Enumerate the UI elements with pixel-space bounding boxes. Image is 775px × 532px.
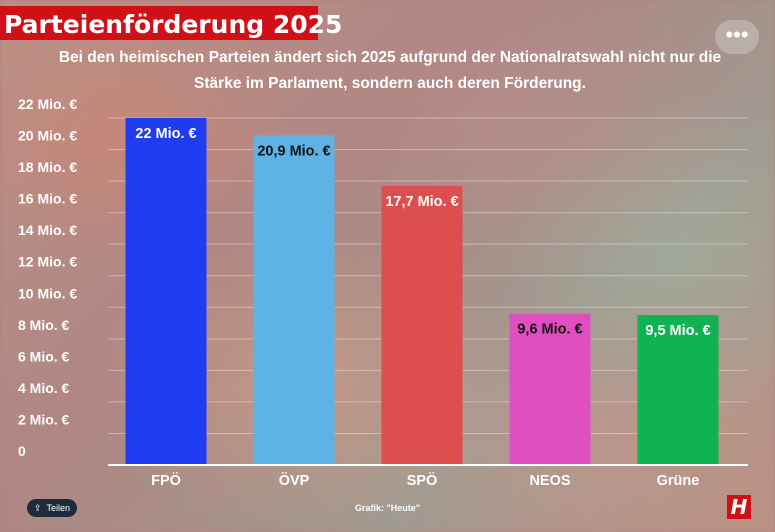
bar-value-label: 9,5 Mio. €: [645, 323, 710, 339]
y-tick-label: 12 Mio. €: [18, 254, 77, 270]
x-tick-label: SPÖ: [407, 472, 438, 489]
y-tick-label: 0: [18, 443, 26, 459]
title-banner: Parteienförderung 2025: [0, 6, 342, 40]
y-tick-label: 8 Mio. €: [18, 317, 70, 333]
chart-credit: Grafik: "Heute": [354, 503, 421, 513]
x-tick-label: ÖVP: [279, 472, 310, 489]
bar: [509, 313, 591, 465]
y-tick-label: 14 Mio. €: [18, 222, 77, 238]
bar-value-label: 22 Mio. €: [135, 126, 196, 142]
bar: [253, 135, 335, 465]
y-tick-label: 22 Mio. €: [18, 96, 77, 112]
y-tick-label: 10 Mio. €: [18, 285, 77, 301]
brand-logo: H: [727, 495, 751, 519]
y-tick-label: 20 Mio. €: [18, 128, 77, 144]
share-label: Teilen: [46, 503, 71, 513]
y-tick-label: 4 Mio. €: [18, 380, 70, 396]
x-tick-label: Grüne: [657, 473, 700, 489]
y-tick-label: 2 Mio. €: [18, 411, 70, 427]
bar-value-label: 9,6 Mio. €: [517, 322, 582, 338]
x-tick-label: NEOS: [529, 473, 570, 489]
share-icon: ⇪: [34, 503, 42, 513]
bar-value-label: 20,9 Mio. €: [257, 143, 330, 159]
x-tick-label: FPÖ: [151, 472, 181, 489]
bar: [125, 118, 207, 465]
share-button[interactable]: ⇪ Teilen: [27, 499, 77, 517]
y-tick-label: 6 Mio. €: [18, 348, 70, 364]
bar: [381, 185, 463, 465]
bar-value-label: 17,7 Mio. €: [385, 194, 458, 210]
more-options-button[interactable]: •••: [715, 20, 759, 54]
y-tick-label: 16 Mio. €: [18, 191, 77, 207]
chart-subtitle: Bei den heimischen Parteien ändert sich …: [58, 49, 722, 92]
bar: [637, 315, 719, 465]
chart-title: Parteienförderung 2025: [4, 10, 343, 39]
y-tick-label: 18 Mio. €: [18, 159, 77, 175]
